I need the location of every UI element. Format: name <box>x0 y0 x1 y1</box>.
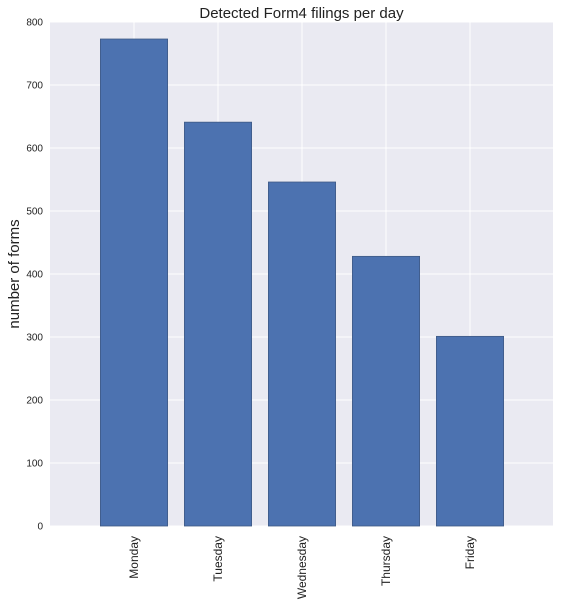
bar-thursday <box>351 255 420 527</box>
bar-monday <box>100 38 168 527</box>
y-axis-label: number of forms <box>6 219 23 328</box>
x-tick-label: Wednesday <box>295 536 309 599</box>
y-tick-label: 100 <box>26 459 43 470</box>
y-tick-label: 0 <box>37 522 43 533</box>
bar-friday <box>435 335 504 527</box>
y-tick-label: 500 <box>26 207 43 218</box>
x-tick-label: Friday <box>463 536 477 569</box>
y-tick-label: 200 <box>26 396 43 407</box>
x-tick-label: Monday <box>127 536 141 579</box>
x-tick-label: Tuesday <box>211 536 225 582</box>
y-tick-label: 400 <box>26 270 43 281</box>
chart-title: Detected Form4 filings per day <box>199 5 404 22</box>
bar-wednesday <box>267 181 336 527</box>
y-tick-labels: 0 100 200 300 400 500 600 700 800 <box>26 18 43 533</box>
x-tick-label: Thursday <box>379 536 393 586</box>
bar-tuesday <box>183 121 252 527</box>
y-tick-label: 700 <box>26 81 43 92</box>
x-tick-labels: Monday Tuesday Wednesday Thursday Friday <box>127 536 477 599</box>
y-tick-label: 600 <box>26 144 43 155</box>
bars <box>100 38 504 527</box>
y-tick-label: 300 <box>26 333 43 344</box>
y-tick-label: 800 <box>26 18 43 29</box>
